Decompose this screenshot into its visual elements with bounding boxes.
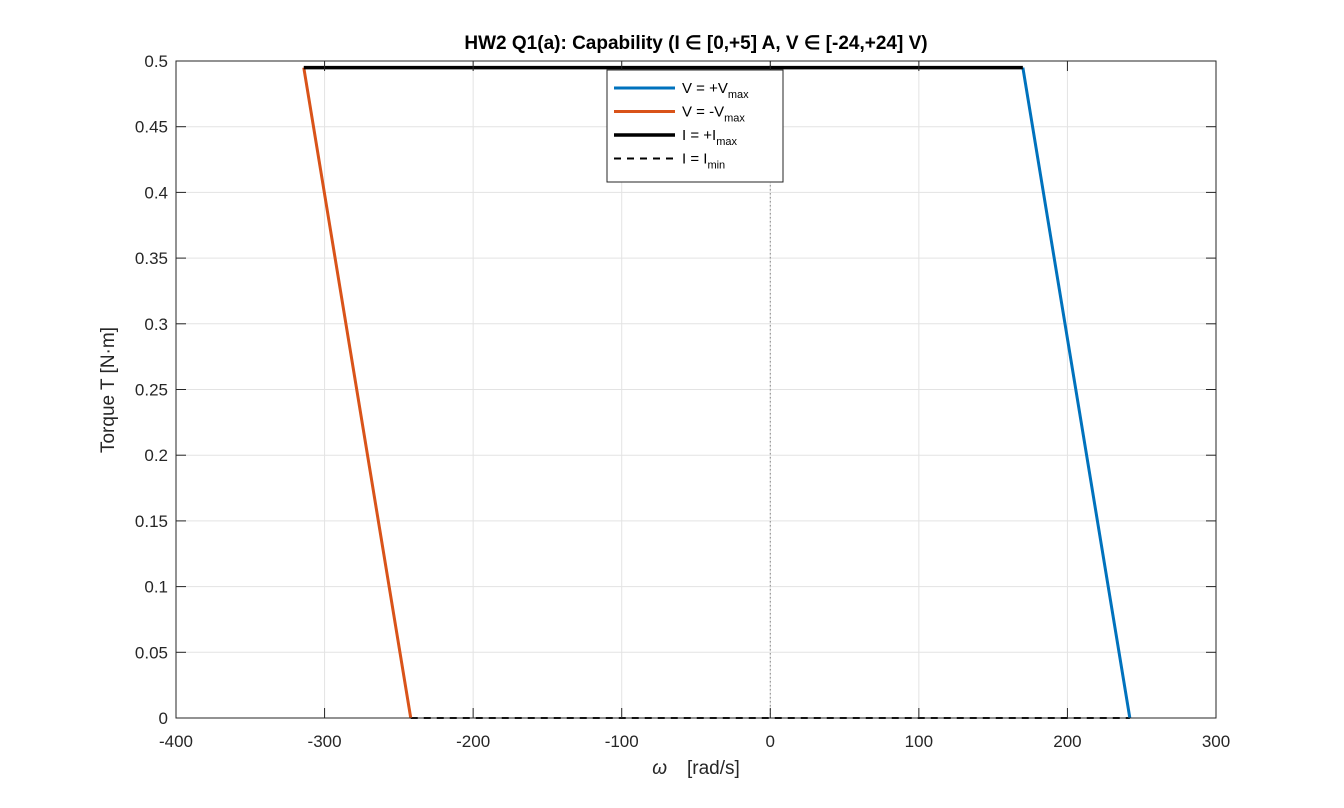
y-tick-label: 0.05 — [135, 643, 168, 662]
series-line-0 — [1021, 67, 1132, 719]
x-tick-label: -300 — [308, 732, 342, 751]
x-axis-unit: [rad/s] — [687, 758, 740, 779]
x-tick-label: 0 — [766, 732, 775, 751]
x-tick-label: -100 — [605, 732, 639, 751]
series-line-1 — [302, 67, 413, 719]
y-tick-label: 0.45 — [135, 118, 168, 137]
chart-title: HW2 Q1(a): Capability (I ∈ [0,+5] A, V ∈… — [464, 33, 927, 54]
y-tick-label: 0.15 — [135, 512, 168, 531]
legend-label-1: V = -Vmax — [682, 104, 745, 125]
y-tick-label: 0.4 — [144, 183, 168, 202]
y-tick-label: 0.1 — [144, 578, 168, 597]
legend-label-3: I = Imin — [682, 151, 725, 172]
y-tick-label: 0.35 — [135, 249, 168, 268]
x-tick-label: 100 — [905, 732, 933, 751]
ticks: -400 -300 -200 -100 0 100 200 300 0 0.05 0.1 0.15 0.… — [135, 52, 1230, 751]
x-tick-label: -400 — [159, 732, 193, 751]
legend-label-2: I = +Imax — [682, 127, 737, 148]
y-tick-label: 0 — [159, 709, 168, 728]
y-tick-label: 0.2 — [144, 446, 168, 465]
y-tick-label: 0.3 — [144, 315, 168, 334]
x-tick-label: 200 — [1053, 732, 1081, 751]
x-axis-label: ω [rad/s] — [652, 758, 740, 779]
x-tick-label: -200 — [456, 732, 490, 751]
x-tick-label: 300 — [1202, 732, 1230, 751]
y-tick-label: 0.25 — [135, 381, 168, 400]
y-tick-label: 0.5 — [144, 52, 168, 71]
y-axis-label: Torque T [N·m] — [98, 327, 119, 453]
x-axis-symbol: ω — [652, 758, 667, 779]
legend-label-0: V = +Vmax — [682, 80, 749, 101]
